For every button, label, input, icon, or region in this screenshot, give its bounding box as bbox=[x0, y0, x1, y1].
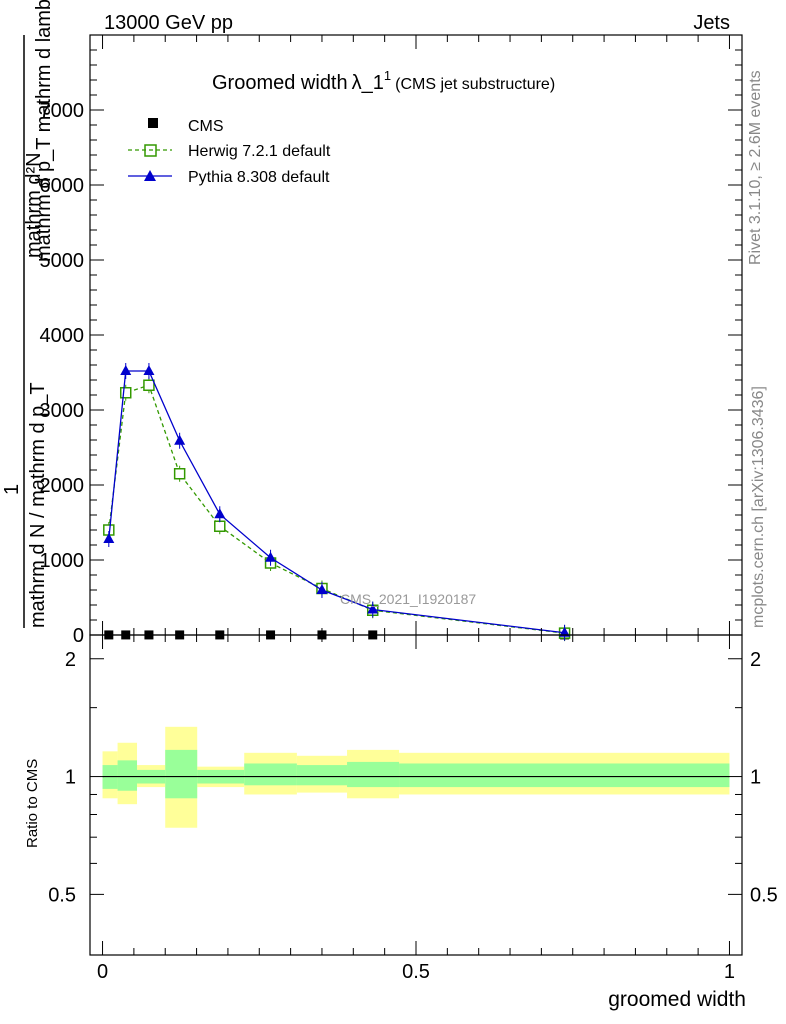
header-right: Jets bbox=[693, 12, 730, 34]
ratio-band-green bbox=[117, 760, 138, 791]
legend-marker-herwig bbox=[144, 144, 157, 157]
ratio-tick-label: 2 bbox=[65, 649, 76, 671]
ratio-panel: 0 0.5 1 0.5 0.5 1 1 2 2 bbox=[48, 621, 778, 983]
ratio-ylabel: Ratio to CMS bbox=[24, 759, 41, 848]
x-tick-label: 1 bbox=[724, 961, 735, 983]
legend-marker-cms bbox=[148, 118, 158, 128]
x-axis-label: groomed width bbox=[608, 988, 746, 1011]
legend: CMS Herwig 7.2.1 default Pythia 8.308 de… bbox=[128, 118, 331, 186]
pythia-data-point bbox=[559, 626, 571, 637]
rivet-credit: Rivet 3.1.10, ≥ 2.6M events bbox=[747, 70, 764, 265]
y-tick-label: 2000 bbox=[40, 475, 85, 497]
legend-label-pythia: Pythia 8.308 default bbox=[188, 169, 330, 186]
pythia-data-point bbox=[265, 551, 277, 562]
pythia-data-point bbox=[120, 365, 132, 375]
pythia-data-point bbox=[214, 508, 226, 519]
ratio-tick-label: 1 bbox=[65, 767, 76, 789]
pythia-data-point bbox=[103, 533, 115, 543]
ratio-band-green bbox=[347, 761, 400, 788]
chart-title: Groomed width λ_11(CMS jet substructure) bbox=[212, 68, 555, 94]
ratio-tick-label-right: 1 bbox=[750, 767, 761, 789]
ratio-tick-label: 0.5 bbox=[48, 884, 76, 906]
ylabel-numerator: mathrm d²N bbox=[23, 152, 45, 258]
y-tick-label: 5000 bbox=[40, 250, 85, 272]
pythia-data-point bbox=[316, 584, 328, 594]
mcplots-credit: mcplots.cern.ch [arXiv:1306.3436] bbox=[750, 386, 767, 628]
main-panel: 0 1000 2000 3000 4000 5000 6000 7000 bbox=[40, 35, 742, 647]
ratio-band-green bbox=[165, 749, 198, 799]
ratio-tick-label-right: 0.5 bbox=[750, 884, 778, 906]
ylabel-one: 1 bbox=[1, 484, 23, 495]
series-line-2 bbox=[108, 370, 565, 634]
y-tick-label: 1000 bbox=[40, 550, 85, 572]
ylabel-denominator: mathrm d p_T mathrm d lambda bbox=[33, 0, 55, 262]
herwig-data-point bbox=[173, 468, 186, 480]
pythia-data-point bbox=[174, 434, 186, 445]
x-tick-label: 0 bbox=[97, 961, 108, 983]
legend-label-cms: CMS bbox=[188, 118, 224, 135]
y-tick-label: 7000 bbox=[40, 100, 85, 122]
herwig-data-point bbox=[119, 387, 132, 399]
analysis-watermark: CMS_2021_I1920187 bbox=[340, 591, 476, 607]
y-tick-label: 3000 bbox=[40, 400, 85, 422]
ratio-band-green bbox=[244, 763, 297, 786]
y-tick-label: 0 bbox=[73, 625, 84, 647]
pythia-data-point bbox=[367, 603, 379, 614]
ratio-band-green bbox=[399, 763, 730, 788]
herwig-data-point bbox=[143, 379, 155, 391]
legend-label-herwig: Herwig 7.2.1 default bbox=[188, 143, 331, 160]
y-tick-label: 4000 bbox=[40, 325, 85, 347]
ratio-tick-label-right: 2 bbox=[750, 649, 761, 671]
herwig-data-point bbox=[214, 520, 226, 532]
ylabel-fraction-denominator: mathrm d N / mathrm d p_T bbox=[27, 382, 49, 628]
pythia-data-point bbox=[143, 365, 155, 375]
ratio-band-green bbox=[296, 765, 348, 786]
y-tick-label: 6000 bbox=[40, 175, 85, 197]
x-tick-label: 0.5 bbox=[402, 961, 430, 983]
header-left: 13000 GeV pp bbox=[104, 12, 233, 34]
ratio-frame bbox=[89, 634, 743, 956]
legend-marker-pythia bbox=[144, 170, 156, 181]
